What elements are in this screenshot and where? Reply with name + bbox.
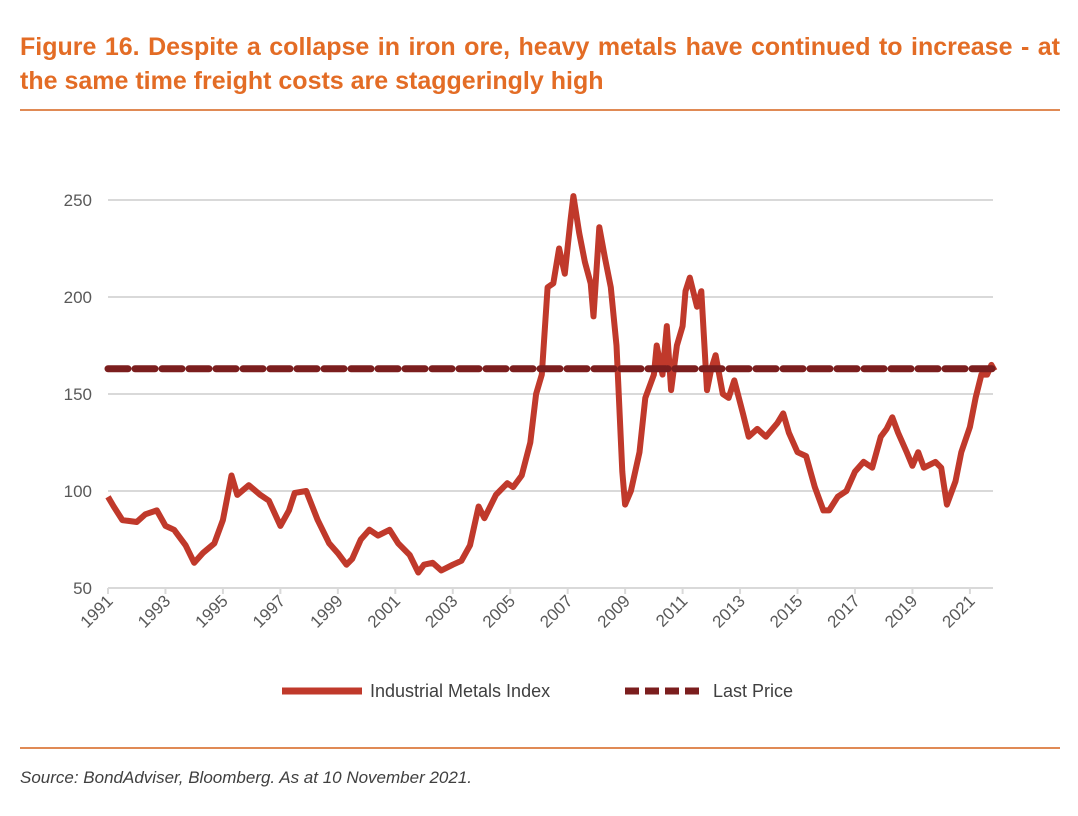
- x-tick-label: 2017: [824, 591, 864, 631]
- x-tick-label: 1995: [192, 591, 232, 631]
- x-tick-label: 2021: [939, 591, 979, 631]
- y-tick-label: 150: [64, 385, 92, 404]
- x-tick-label: 2011: [652, 591, 691, 630]
- x-tick-label: 2009: [594, 591, 634, 631]
- series-industrial-metals-index: [105, 193, 998, 576]
- x-tick-label: 1993: [134, 591, 174, 631]
- legend-label-last-price: Last Price: [713, 681, 793, 701]
- x-tick-label: 2005: [479, 591, 519, 631]
- source-rule: [20, 747, 1060, 749]
- x-tick-label: 2007: [536, 591, 576, 631]
- legend: Industrial Metals Index Last Price: [282, 681, 793, 701]
- figure-title: Figure 16. Despite a collapse in iron or…: [20, 33, 1060, 95]
- y-tick-label: 200: [64, 288, 92, 307]
- x-tick-label: 2013: [709, 591, 749, 631]
- y-tick-label: 250: [64, 191, 92, 210]
- legend-label-index: Industrial Metals Index: [370, 681, 550, 701]
- x-tick-label: 2015: [766, 591, 806, 631]
- title-rule: [20, 109, 1060, 111]
- y-tick-label: 100: [64, 482, 92, 501]
- x-tick-label: 1997: [249, 591, 289, 631]
- x-tick-label: 2003: [421, 591, 461, 631]
- x-tick-label: 2001: [364, 591, 404, 631]
- y-tick-label: 50: [73, 579, 92, 598]
- x-tick-label: 2019: [881, 591, 921, 631]
- source-note: Source: BondAdviser, Bloomberg. As at 10…: [20, 768, 473, 787]
- x-tick-label: 1999: [306, 591, 346, 631]
